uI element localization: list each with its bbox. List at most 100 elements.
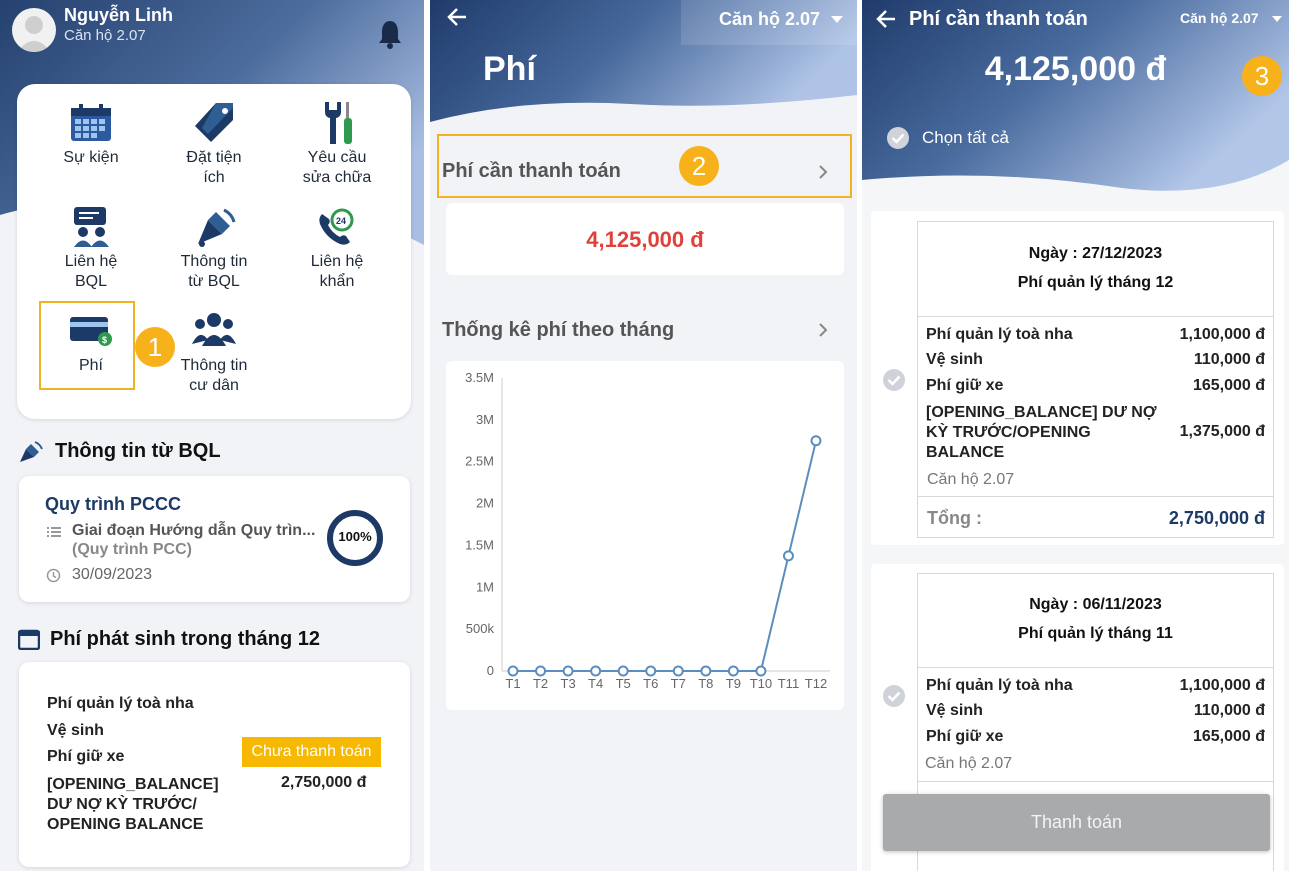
- page-title: Phí cần thanh toán: [909, 8, 1088, 30]
- total-due-amount: 4,125,000 đ: [984, 50, 1167, 88]
- bill-date: Ngày : 06/11/2023: [1029, 596, 1162, 613]
- x-tick-label: T2: [533, 676, 548, 691]
- bill-detail: Ngày : 27/12/2023 Phí quản lý tháng 12 P…: [917, 221, 1274, 538]
- data-point: [507, 665, 519, 677]
- fee-item-parking: Phí giữ xe: [47, 748, 125, 765]
- monthly-fees-card[interactable]: Phí quản lý toà nha Vệ sinh Phí giữ xe […: [19, 662, 410, 867]
- card-icon: $: [70, 317, 112, 346]
- bill-line-label: [OPENING_BALANCE] DƯ NỢ KỲ TRƯỚC/OPENING B…: [926, 404, 1157, 461]
- x-tick-label: T8: [698, 676, 713, 691]
- check-circle-icon[interactable]: [882, 368, 906, 392]
- check-circle-icon: [887, 127, 909, 149]
- series-line: [513, 440, 817, 672]
- data-point: [782, 550, 794, 562]
- bell-icon[interactable]: [377, 19, 403, 49]
- chevron-down-icon: [1272, 16, 1282, 22]
- home-screen: Nguyễn Linh Căn hộ 2.07 Sự kiện Đặt tiện…: [0, 0, 424, 871]
- menu-book-amenity-label: Đặt tiện ích: [186, 149, 242, 186]
- due-fees-screen: Phí cần thanh toán Căn hộ 2.07 4,125,000…: [862, 0, 1289, 871]
- list-icon: [47, 527, 61, 537]
- bill-line-value: 1,375,000 đ: [1179, 423, 1265, 440]
- data-point: [810, 435, 822, 447]
- monthly-fees-line-chart: 0 500k 1M 1.5M 2M 2.5M 3M 3.5M T1 T2 T3 T4 T5 T6 T7 T8 T…: [465, 370, 830, 691]
- x-tick-label: T6: [643, 676, 658, 691]
- bill-line-value: 165,000 đ: [1192, 728, 1265, 745]
- x-tick-label: T7: [671, 676, 686, 691]
- pay-button[interactable]: Thanh toán: [883, 794, 1270, 851]
- data-point: [727, 665, 739, 677]
- y-tick-label: 2M: [476, 496, 494, 511]
- x-tick-label: T3: [561, 676, 576, 691]
- highlight-due-fees: [437, 134, 852, 198]
- step-badge-1: 1: [135, 327, 175, 367]
- x-tick-label: T5: [616, 676, 631, 691]
- menu-repair-request-label: Yêu cầu sửa chữa: [302, 149, 372, 186]
- bill-detail: Ngày : 06/11/2023 Phí quản lý tháng 11 P…: [917, 573, 1274, 871]
- pay-button-label: Thanh toán: [1030, 812, 1123, 832]
- data-point: [617, 665, 629, 677]
- user-name: Nguyễn Linh: [64, 5, 173, 25]
- data-point: [672, 665, 684, 677]
- progress-label: 100%: [338, 529, 372, 544]
- menu-emergency-contact-label: Liên hệ khẩn: [310, 253, 364, 290]
- apartment-select[interactable]: Căn hộ 2.07: [1178, 8, 1288, 30]
- tools-icon: [325, 102, 352, 144]
- bill-line-label: Vệ sinh: [926, 702, 983, 719]
- divider: [918, 316, 1273, 317]
- y-tick-label: 3M: [476, 412, 494, 427]
- divider: [918, 496, 1273, 497]
- bill-card[interactable]: Ngày : 27/12/2023 Phí quản lý tháng 12 P…: [871, 211, 1284, 545]
- bill-total-label: Tổng :: [927, 508, 982, 528]
- chevron-right-icon: [819, 165, 828, 179]
- megaphone-icon: [198, 208, 236, 247]
- news-process: (Quy trình PCC): [72, 541, 192, 558]
- y-tick-label: 1.5M: [465, 537, 494, 552]
- data-point: [700, 665, 712, 677]
- svg-text:$: $: [102, 335, 107, 345]
- select-all-toggle[interactable]: Chọn tất cả: [886, 126, 1046, 150]
- bill-line-label: Phí quản lý toà nha: [926, 326, 1073, 343]
- data-point: [590, 665, 602, 677]
- news-card[interactable]: Quy trình PCCC Giai đoạn Hướng dẫn Quy t…: [19, 476, 410, 602]
- calendar-icon: [18, 629, 40, 650]
- news-date: 30/09/2023: [72, 566, 153, 583]
- page-title: Phí: [483, 50, 536, 88]
- x-tick-label: T10: [750, 676, 772, 691]
- fees-total: 2,750,000 đ: [281, 774, 367, 791]
- back-arrow-icon[interactable]: [876, 10, 896, 28]
- clock-icon: [46, 568, 61, 583]
- avatar[interactable]: [12, 8, 56, 52]
- payment-status-badge: Chưa thanh toán: [242, 737, 381, 767]
- y-tick-label: 500k: [466, 621, 495, 636]
- bill-line-value: 165,000 đ: [1192, 377, 1265, 394]
- fee-item-opening-balance: [OPENING_BALANCE] DƯ NỢ KỲ TRƯỚC/OPENING …: [47, 776, 219, 833]
- header-background: [430, 0, 857, 122]
- phone-24h-icon: 24: [319, 208, 354, 245]
- x-tick-label: T1: [505, 676, 520, 691]
- bill-line-value: 1,100,000 đ: [1179, 326, 1265, 343]
- fees-section-title: Phí phát sinh trong tháng 12: [50, 628, 320, 650]
- due-amount-card: 4,125,000 đ: [446, 203, 844, 275]
- monthly-stats-row[interactable]: Thống kê phí theo tháng: [430, 306, 857, 356]
- user-apartment: Căn hộ 2.07: [64, 27, 146, 44]
- data-point: [755, 665, 767, 677]
- tag-icon: [195, 103, 233, 142]
- header-background: [862, 0, 1289, 191]
- x-tick-label: T9: [726, 676, 741, 691]
- data-point: [645, 665, 657, 677]
- check-circle-icon[interactable]: [882, 684, 906, 708]
- svg-text:24: 24: [336, 216, 346, 226]
- due-fees-row[interactable]: Phí cần thanh toán: [437, 134, 852, 198]
- monthly-stats-label: Thống kê phí theo tháng: [442, 319, 675, 341]
- x-tick-label: T12: [805, 676, 827, 691]
- bill-apartment: Căn hộ 2.07: [927, 471, 1015, 488]
- bill-line-value: 1,100,000 đ: [1179, 677, 1265, 694]
- y-tick-label: 2.5M: [465, 454, 494, 469]
- back-arrow-icon[interactable]: [447, 8, 467, 26]
- chevron-down-icon: [831, 16, 843, 23]
- menu-resident-info-label: Thông tin cư dân: [180, 357, 248, 394]
- people-icon: [192, 313, 236, 346]
- fee-item-management: Phí quản lý toà nha: [47, 695, 194, 712]
- apartment-select[interactable]: Căn hộ 2.07: [681, 0, 857, 45]
- chat-people-icon: [74, 207, 109, 247]
